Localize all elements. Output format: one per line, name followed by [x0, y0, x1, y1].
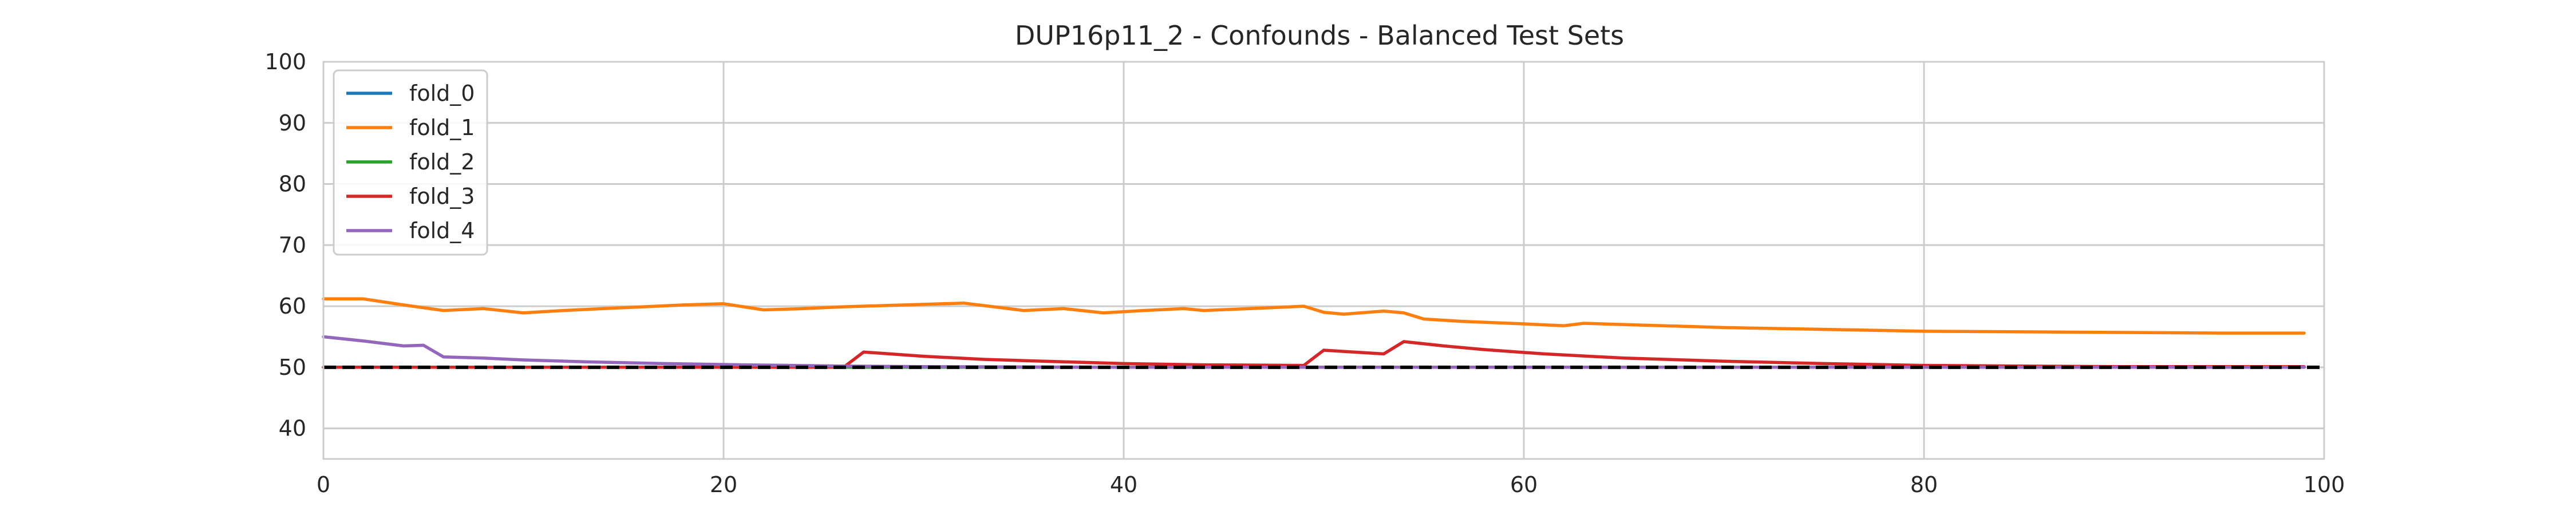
y-axis-tick-labels: 40 50 60 70 80 90 100 [264, 49, 306, 441]
legend-label: fold_4 [409, 218, 475, 243]
legend-label: fold_0 [409, 81, 475, 106]
x-tick-label: 100 [2304, 472, 2345, 497]
legend-label: fold_2 [409, 149, 475, 175]
chart-title: DUP16p11_2 - Confounds - Balanced Test S… [1015, 20, 1624, 51]
series-line-fold-1 [322, 297, 2306, 335]
x-tick-label: 60 [1510, 472, 1538, 497]
y-tick-label: 50 [279, 355, 306, 380]
y-tick-label: 70 [279, 232, 306, 258]
plot-area-frame [322, 61, 2325, 460]
x-tick-label: 0 [317, 472, 330, 497]
legend-label: fold_3 [409, 184, 475, 209]
x-tick-label: 20 [710, 472, 737, 497]
y-tick-label: 60 [279, 294, 306, 319]
x-tick-label: 40 [1110, 472, 1137, 497]
y-tick-label: 90 [279, 110, 306, 136]
y-tick-label: 80 [279, 172, 306, 197]
legend: fold_0 fold_1 fold_2 fold_3 fold_4 [333, 69, 488, 256]
x-axis-tick-labels: 0 20 40 60 80 100 [317, 472, 2345, 497]
legend-box [333, 69, 488, 256]
series-line-fold-3 [322, 340, 2306, 369]
legend-label: fold_1 [409, 115, 475, 140]
x-tick-label: 80 [1910, 472, 1938, 497]
y-tick-label: 100 [264, 49, 306, 74]
y-tick-label: 40 [279, 416, 306, 441]
